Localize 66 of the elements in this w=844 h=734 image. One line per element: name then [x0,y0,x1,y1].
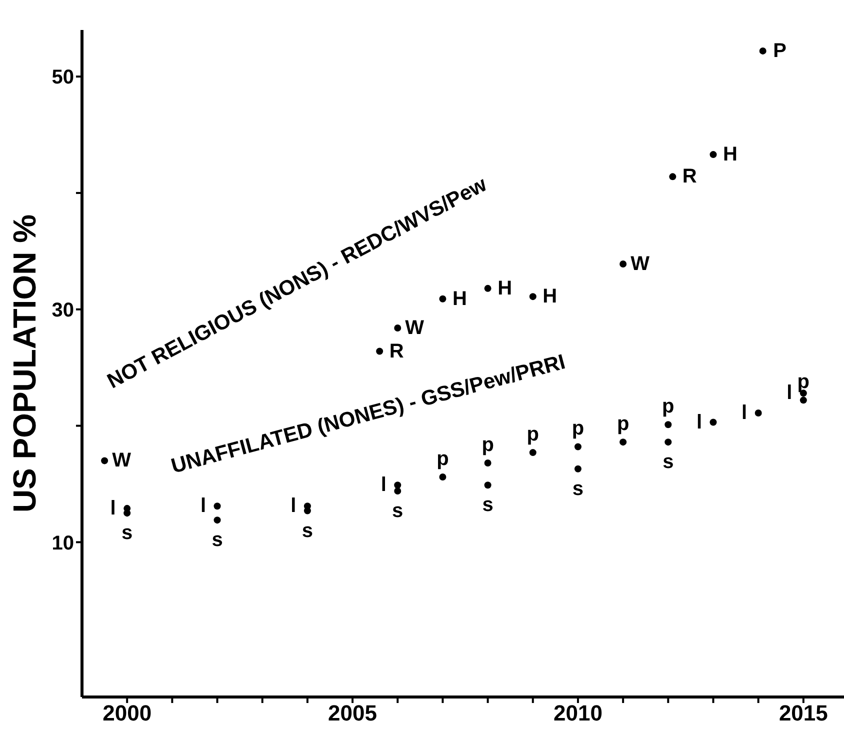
series-label: R [682,166,698,188]
x-tick-label: 2005 [328,700,378,726]
point [710,418,717,426]
point [101,457,108,464]
x-tick-label: 2000 [102,700,152,726]
point [664,421,672,428]
text: R [389,340,404,362]
point [669,173,676,180]
text: H [542,286,558,308]
point [759,47,766,54]
text: l [290,495,296,518]
point [574,443,582,450]
text: p [436,448,449,470]
point [484,482,492,489]
y-tick-label: 50 [52,66,74,89]
point [394,324,402,332]
text: s [122,522,133,544]
point [439,295,446,302]
text: s [572,478,584,500]
point [664,438,672,446]
series-label: H [498,277,512,300]
text: s [662,451,674,474]
text: H [723,144,738,166]
text: s [482,494,494,516]
point [484,460,492,467]
point [574,465,582,472]
text: p [526,424,539,446]
text: l [380,474,386,496]
y-axis-title: US POPULATION % [6,214,42,513]
text: l [200,495,206,518]
point [710,151,717,158]
y-tick-label: 30 [52,299,74,322]
text: p [572,418,584,440]
x-tick-label: 2010 [554,700,602,726]
text: p [482,434,494,456]
series-label: l [742,402,748,424]
point [529,293,536,300]
point [124,504,131,512]
point [214,516,221,524]
text: s [212,529,223,552]
series-label: P [773,40,787,62]
point [394,487,402,494]
text: l [786,382,792,404]
point [376,348,384,355]
text: H [452,288,467,310]
text: p [616,413,630,436]
point [214,502,221,510]
text: l [696,411,702,434]
point [484,284,492,292]
point [620,260,627,268]
point [529,449,536,456]
point [620,438,627,446]
point [394,482,402,489]
series-label: W [630,252,650,275]
text: l [110,497,116,520]
text: s [392,500,404,522]
point [800,396,807,404]
series-label: p [662,396,674,418]
text: p [797,371,810,394]
y-tick-label: 10 [52,532,74,554]
point [754,409,762,416]
text: W [405,316,424,339]
x-tick-label: 2015 [778,700,828,726]
text: W [112,450,131,472]
point [439,473,446,480]
series-label: s [302,520,314,542]
